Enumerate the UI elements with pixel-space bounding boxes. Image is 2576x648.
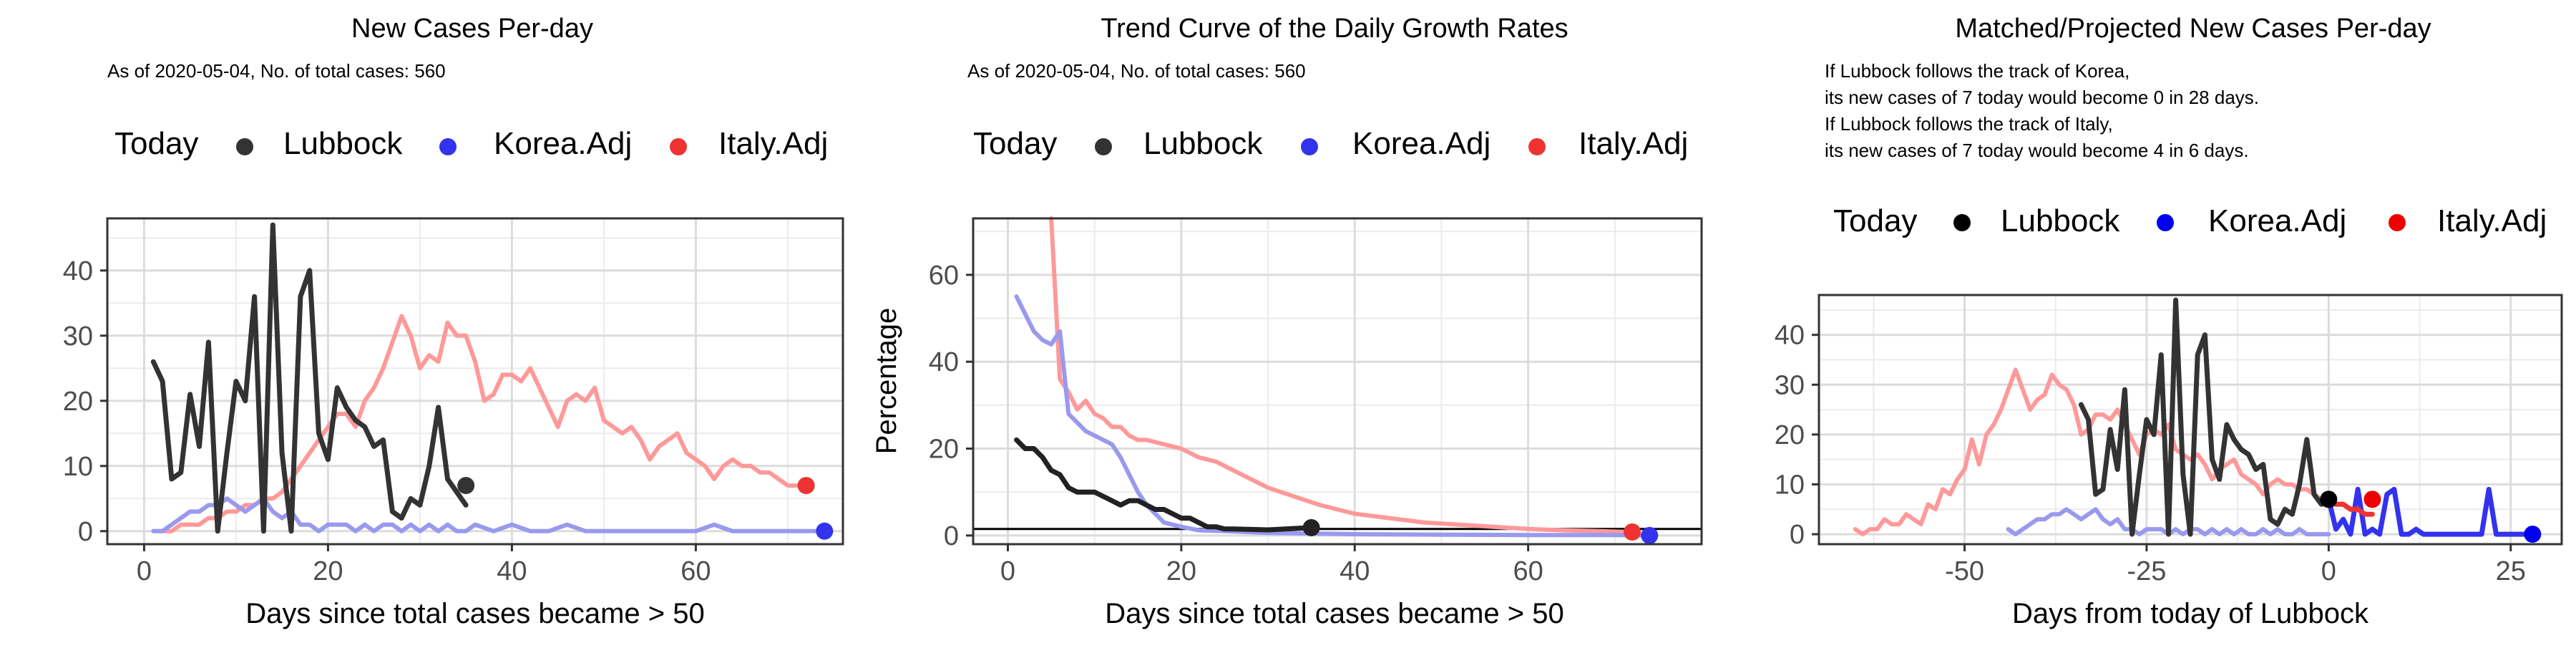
x-tick-label: 60 — [680, 556, 711, 586]
legend-key-italy — [670, 138, 687, 155]
x-tick-label: -25 — [2127, 556, 2166, 586]
panel-subtitle-line-4: its new cases of 7 today would become 4 … — [1825, 140, 2249, 161]
panel-new-cases: New Cases Per-day As of 2020-05-04, No. … — [63, 14, 844, 629]
panel-subtitle-line-2: its new cases of 7 today would become 0 … — [1825, 87, 2259, 108]
legend-key-korea — [1301, 138, 1318, 155]
legend-key-lubbock — [236, 138, 253, 155]
today-point-italy-adj — [2363, 490, 2381, 508]
series-line-korea-adj — [1014, 294, 1652, 538]
legend-label-italy: Italy.Adj — [2437, 203, 2547, 238]
legend-label-lubbock: Lubbock — [2001, 203, 2120, 238]
x-tick-label: 20 — [313, 556, 343, 586]
panel-subtitle-line-1: If Lubbock follows the track of Korea, — [1825, 60, 2129, 82]
panel-title: Matched/Projected New Cases Per-day — [1955, 14, 2431, 44]
y-tick-label: 20 — [63, 387, 93, 417]
legend-label-italy: Italy.Adj — [1579, 126, 1688, 161]
y-tick-label: 40 — [929, 347, 959, 377]
series-line-italy-adj-history — [1853, 367, 2331, 537]
x-tick-label: 20 — [1166, 556, 1196, 586]
legend-key-lubbock — [1095, 138, 1112, 155]
panel-border — [106, 217, 844, 546]
y-tick-label: 60 — [929, 261, 959, 291]
x-axis-label: Days since total cases became > 50 — [1105, 598, 1563, 629]
today-point-italy-adj — [1624, 523, 1641, 541]
legend-key-lubbock — [1953, 214, 1971, 231]
legend-key-italy — [2389, 214, 2406, 231]
x-axis-label: Days since total cases became > 50 — [245, 598, 704, 629]
panel-border — [972, 217, 1703, 546]
y-tick-label: 10 — [1775, 470, 1805, 500]
legend: Today Lubbock Korea.Adj Italy.Adj — [973, 126, 1688, 161]
legend-label-korea: Korea.Adj — [494, 126, 632, 161]
panel-title: Trend Curve of the Daily Growth Rates — [1101, 14, 1568, 44]
today-point-lubbock — [2320, 490, 2338, 508]
today-point-italy-adj — [797, 477, 815, 495]
x-tick-label: 40 — [1340, 556, 1370, 586]
legend-label-lubbock: Lubbock — [283, 126, 403, 161]
x-axis-label: Days from today of Lubbock — [2012, 598, 2369, 629]
legend-key-korea — [439, 138, 457, 155]
series-line-lubbock — [1014, 437, 1314, 533]
series-line-italy-adj-projected — [2326, 496, 2375, 517]
plot-area: -50 -25 0 25 0 10 20 30 40 — [1775, 294, 2563, 586]
y-tick-label: 0 — [78, 517, 93, 547]
panel-subtitle: As of 2020-05-04, No. of total cases: 56… — [107, 60, 446, 82]
series-line-lubbock — [2078, 297, 2331, 537]
y-tick-label: 20 — [1775, 420, 1805, 450]
legend: Today Lubbock Korea.Adj Italy.Adj — [1833, 203, 2547, 238]
x-tick-label: -50 — [1945, 556, 1984, 586]
series-line-korea-adj-projected — [2326, 486, 2535, 537]
legend-title: Today — [1833, 203, 1917, 238]
x-tick-label: 40 — [497, 556, 527, 586]
y-tick-label: 20 — [929, 435, 959, 465]
today-point-lubbock — [457, 477, 475, 495]
panel-projected-cases: Matched/Projected New Cases Per-day If L… — [1775, 14, 2563, 629]
x-tick-label: 0 — [137, 556, 152, 586]
x-tick-label: 25 — [2496, 556, 2526, 586]
today-point-korea-adj — [2524, 526, 2542, 543]
legend-key-italy — [1528, 138, 1546, 155]
legend-key-korea — [2157, 214, 2174, 231]
legend-label-korea: Korea.Adj — [1352, 126, 1491, 161]
y-tick-label: 0 — [944, 521, 959, 551]
panel-growth-rates: Trend Curve of the Daily Growth Rates As… — [871, 14, 1703, 629]
y-tick-label: 30 — [63, 321, 93, 352]
today-point-korea-adj — [816, 522, 834, 540]
y-axis-label: Percentage — [871, 308, 902, 455]
legend: Today Lubbock Korea.Adj Italy.Adj — [114, 126, 828, 161]
y-tick-label: 40 — [63, 256, 93, 286]
panel-title: New Cases Per-day — [351, 14, 593, 44]
y-tick-label: 40 — [1775, 321, 1805, 351]
today-point-lubbock — [1302, 518, 1320, 536]
panel-subtitle: As of 2020-05-04, No. of total cases: 56… — [967, 60, 1306, 82]
series-line-korea-adj — [151, 496, 827, 533]
panel-subtitle-line-3: If Lubbock follows the track of Italy, — [1825, 113, 2113, 135]
x-tick-label: 0 — [2321, 556, 2336, 586]
legend-title: Today — [114, 126, 198, 161]
panel-border — [1818, 294, 2563, 546]
y-tick-label: 30 — [1775, 370, 1805, 400]
series-line-lubbock — [150, 222, 469, 534]
legend-title: Today — [973, 126, 1057, 161]
y-tick-label: 10 — [63, 452, 93, 482]
series-line-italy-adj — [1049, 216, 1634, 534]
legend-label-lubbock: Lubbock — [1143, 126, 1263, 161]
today-point-korea-adj — [1641, 526, 1659, 544]
x-tick-label: 0 — [1000, 556, 1015, 586]
legend-label-korea: Korea.Adj — [2208, 203, 2346, 238]
plot-area: 0 20 40 60 0 20 40 60 — [929, 216, 1703, 586]
plot-area: 0 20 40 60 0 10 20 30 40 — [63, 217, 844, 586]
x-tick-label: 60 — [1513, 556, 1543, 586]
legend-label-italy: Italy.Adj — [718, 126, 828, 161]
y-tick-label: 0 — [1790, 520, 1805, 550]
